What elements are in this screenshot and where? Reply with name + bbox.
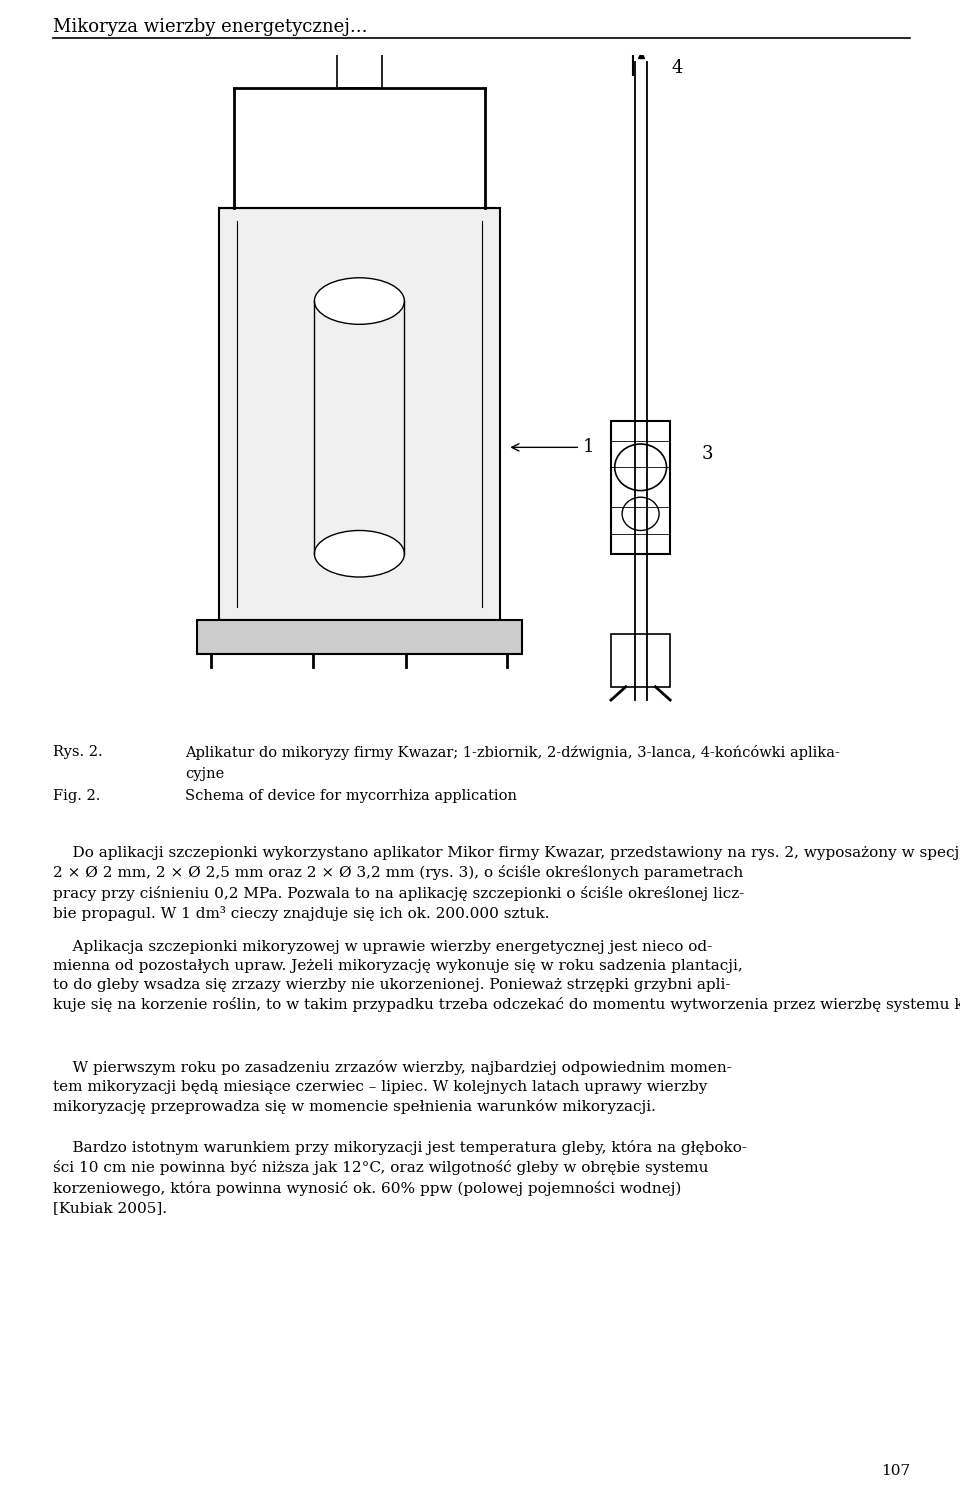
Bar (345, 9, 374, 21)
Bar (197, 620, 522, 654)
Text: Aplikatur do mikoryzy firmy Kwazar; 1-zbiornik, 2-dźwignia, 3-lanca, 4-końcówki : Aplikatur do mikoryzy firmy Kwazar; 1-zb… (185, 744, 840, 760)
Bar (611, 421, 670, 553)
Ellipse shape (315, 278, 404, 325)
Text: Mikoryza wierzby energetycznej...: Mikoryza wierzby energetycznej... (53, 18, 368, 36)
Circle shape (622, 498, 660, 531)
Text: 3: 3 (702, 445, 713, 463)
Ellipse shape (315, 531, 404, 578)
Text: 4: 4 (672, 59, 684, 77)
Text: Do aplikacji szczepionki wykorzystano aplikator Mikor firmy Kwazar, przedstawion: Do aplikacji szczepionki wykorzystano ap… (53, 845, 960, 920)
Text: Bardzo istotnym warunkiem przy mikoryzacji jest temperatura gleby, która na głęb: Bardzo istotnym warunkiem przy mikoryzac… (53, 1140, 747, 1215)
Text: W pierwszym roku po zasadzeniu zrzazów wierzby, najbardziej odpowiednim momen-
t: W pierwszym roku po zasadzeniu zrzazów w… (53, 1060, 732, 1114)
Bar (611, 633, 670, 687)
Text: Rys. 2.: Rys. 2. (53, 744, 103, 760)
Text: Schema of device for mycorrhiza application: Schema of device for mycorrhiza applicat… (185, 790, 517, 803)
Text: Fig. 2.: Fig. 2. (53, 790, 101, 803)
Bar (337, 21, 382, 89)
Text: Aplikacja szczepionki mikoryzowej w uprawie wierzby energetycznej jest nieco od-: Aplikacja szczepionki mikoryzowej w upra… (53, 940, 960, 1012)
Text: 1: 1 (512, 438, 594, 456)
Text: cyjne: cyjne (185, 767, 225, 781)
Circle shape (614, 444, 666, 490)
Text: 107: 107 (881, 1463, 910, 1478)
Bar (219, 208, 500, 620)
